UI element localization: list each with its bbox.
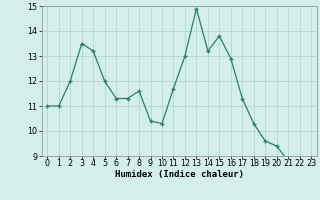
X-axis label: Humidex (Indice chaleur): Humidex (Indice chaleur)	[115, 170, 244, 179]
